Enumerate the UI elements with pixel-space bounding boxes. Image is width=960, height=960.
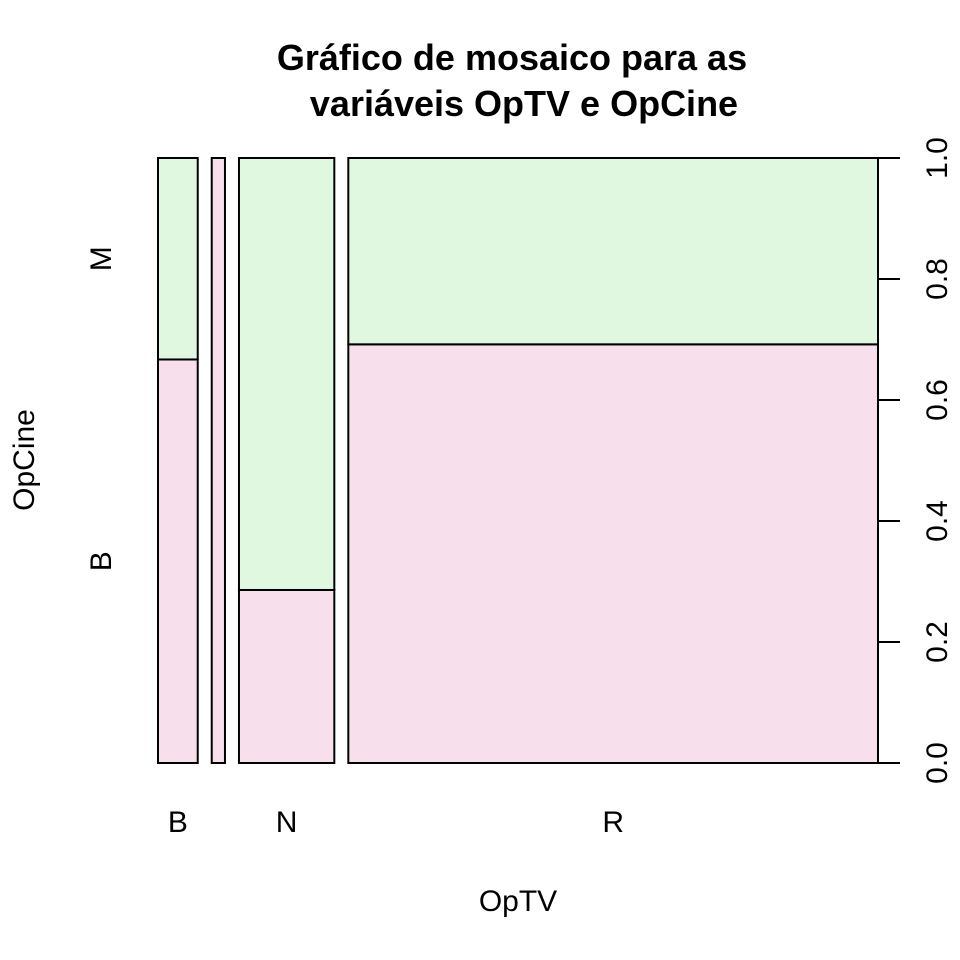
mosaic-cell-4-b: [347, 343, 879, 764]
right-axis-tick-label: 0.6: [921, 379, 954, 421]
right-axis-tick-label: 0.0: [921, 742, 954, 784]
x-tick-label-n: N: [276, 806, 298, 839]
mosaic-cell-3-m: [237, 157, 336, 591]
y-tick-labels: BM: [85, 246, 118, 571]
right-axis-tick-label: 0.2: [921, 621, 954, 663]
chart-title-line-1: Gráfico de mosaico para as: [277, 37, 747, 78]
mosaic-cell-1-m: [157, 157, 199, 361]
chart-title-line-2: variáveis OpTV e OpCine: [310, 83, 738, 124]
right-axis-tick-label: 0.4: [921, 500, 954, 542]
mosaic-cells: [157, 157, 879, 764]
x-axis-label: OpTV: [479, 885, 557, 918]
y-tick-label-m: M: [85, 246, 118, 271]
y-tick-label-b: B: [85, 551, 118, 571]
right-axis: 0.0 0.2 0.4 0.6 0.8 1.0: [877, 137, 954, 784]
x-tick-label-b: B: [168, 806, 188, 839]
mosaic-cell-4-m: [347, 157, 879, 346]
mosaic-cell-1-b: [157, 358, 199, 764]
right-axis-tick-label: 1.0: [921, 137, 954, 179]
x-tick-label-r: R: [602, 806, 624, 839]
mosaic-cell-3-b: [237, 588, 336, 764]
y-axis-label: OpCine: [8, 409, 41, 511]
right-axis-tick-label: 0.8: [921, 258, 954, 300]
mosaic-cell-2-b: [210, 157, 226, 764]
